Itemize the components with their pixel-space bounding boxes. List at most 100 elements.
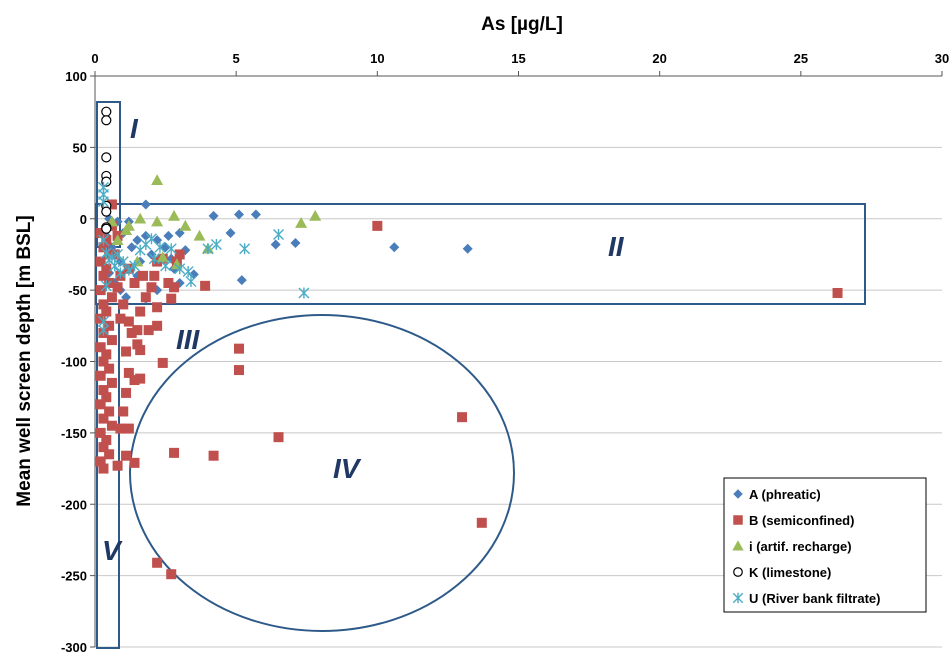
data-point-star	[148, 253, 160, 265]
legend: A (phreatic) B (semiconfined) i (artif. re…	[723, 477, 927, 613]
data-point-square	[98, 413, 109, 424]
zone-label-iii: III	[176, 324, 201, 355]
zone-ii-box	[95, 203, 866, 305]
data-point-diamond	[208, 210, 219, 221]
data-point-square	[233, 343, 244, 354]
data-point-star	[129, 260, 141, 272]
data-point-square	[169, 447, 180, 458]
data-point-star	[117, 256, 129, 268]
zone-label-v: V	[102, 535, 123, 566]
data-point-square	[126, 327, 137, 338]
data-point-square	[166, 569, 177, 580]
data-point-square	[152, 302, 163, 313]
data-point-square	[115, 423, 126, 434]
data-point-square	[166, 293, 177, 304]
data-point-star	[298, 287, 310, 299]
data-point-square	[129, 277, 140, 288]
data-point-circle	[101, 152, 112, 163]
x-tick-label: 0	[91, 51, 98, 66]
data-point-square	[129, 375, 140, 386]
data-point-diamond	[250, 209, 261, 220]
data-point-square	[372, 220, 383, 231]
legend-label: K (limestone)	[749, 565, 831, 580]
data-point-square	[146, 282, 157, 293]
data-point-square	[208, 450, 219, 461]
data-point-circle	[101, 115, 112, 126]
data-point-triangle	[309, 209, 322, 221]
data-point-square	[118, 299, 129, 310]
x-tick-label: 30	[935, 51, 949, 66]
data-point-star	[185, 276, 197, 288]
data-point-triangle	[151, 215, 164, 227]
data-point-star	[165, 243, 177, 255]
data-point-star	[114, 267, 126, 279]
data-point-square	[121, 450, 132, 461]
data-point-triangle	[120, 224, 133, 235]
data-point-square	[152, 557, 163, 568]
data-point-star	[97, 316, 109, 328]
data-point-diamond	[140, 199, 151, 210]
data-point-square	[101, 263, 112, 274]
data-point-square	[140, 292, 151, 303]
data-point-diamond	[236, 275, 247, 286]
data-point-triangle	[134, 212, 147, 224]
data-point-diamond	[225, 228, 236, 239]
data-point-square	[129, 457, 140, 468]
data-point-triangle	[295, 217, 308, 228]
legend-marker-circle	[733, 567, 743, 577]
data-point-square	[149, 270, 160, 281]
data-point-square	[112, 282, 123, 293]
data-point-square	[95, 427, 106, 438]
y-tick-label: -100	[61, 355, 87, 370]
gridlines	[95, 75, 942, 648]
data-point-square	[106, 420, 117, 431]
data-point-triangle	[179, 219, 192, 231]
zone-label-i: I	[130, 113, 139, 144]
data-point-square	[121, 387, 132, 398]
data-point-square	[98, 242, 109, 253]
legend-label: A (phreatic)	[749, 487, 821, 502]
data-point-square	[95, 456, 106, 467]
x-tick-label: 25	[794, 51, 808, 66]
data-point-circle	[101, 206, 112, 217]
data-point-square	[101, 235, 112, 246]
y-tick-label: 0	[80, 212, 87, 227]
legend-label: B (semiconfined)	[749, 513, 854, 528]
data-point-square	[132, 339, 143, 350]
data-point-square	[174, 249, 185, 260]
data-point-triangle	[193, 229, 206, 241]
data-point-square	[118, 406, 129, 417]
data-point-square	[104, 406, 115, 417]
y-tick-labels: 100 50 0 -50 -100 -150 -200 -250 -300	[61, 69, 95, 653]
x-tick-label: 5	[233, 51, 240, 66]
data-point-square	[143, 325, 154, 336]
data-point-star	[210, 238, 222, 250]
data-point-square	[95, 342, 106, 353]
y-tick-label: -300	[61, 640, 87, 653]
data-point-diamond	[140, 230, 151, 241]
zone-iv-ellipse	[129, 314, 515, 632]
data-point-square	[152, 320, 163, 331]
data-point-square	[200, 280, 211, 291]
data-point-star	[182, 266, 194, 278]
y-tick-label: 100	[65, 69, 87, 84]
data-point-square	[169, 282, 180, 293]
data-point-star	[202, 243, 214, 255]
data-point-square	[832, 287, 843, 298]
data-point-triangle	[111, 234, 124, 245]
data-point-square	[123, 367, 134, 378]
series-circle	[101, 106, 112, 234]
data-point-square	[163, 277, 174, 288]
data-point-star	[154, 241, 166, 253]
data-point-square	[101, 349, 112, 360]
data-point-square	[101, 435, 112, 446]
data-point-square	[106, 199, 117, 210]
zone-label-ii: II	[608, 231, 625, 262]
data-point-square	[98, 442, 109, 453]
data-point-triangle	[156, 251, 169, 263]
data-point-star	[160, 260, 172, 272]
data-point-square	[476, 517, 487, 528]
data-point-triangle	[151, 174, 164, 186]
data-point-star	[174, 263, 186, 275]
data-point-circle	[101, 106, 112, 117]
